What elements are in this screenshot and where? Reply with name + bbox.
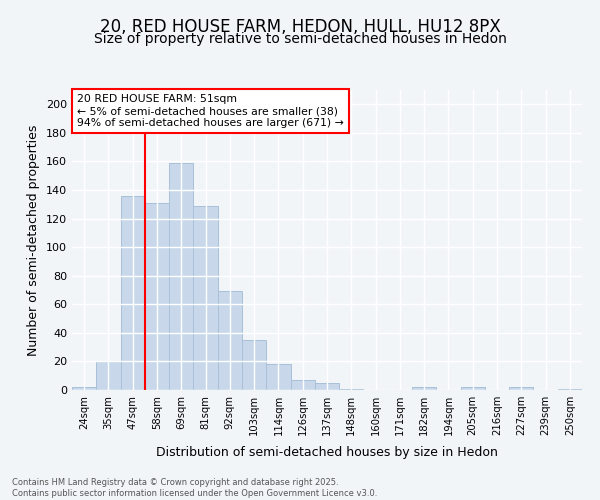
Bar (461, 387, 485, 390)
Text: 20 RED HOUSE FARM: 51sqm
← 5% of semi-detached houses are smaller (38)
94% of se: 20 RED HOUSE FARM: 51sqm ← 5% of semi-de… (77, 94, 344, 128)
Text: Contains HM Land Registry data © Crown copyright and database right 2025.
Contai: Contains HM Land Registry data © Crown c… (12, 478, 377, 498)
Bar (339, 388, 364, 390)
Bar (193, 206, 218, 390)
Text: 20, RED HOUSE FARM, HEDON, HULL, HU12 8PX: 20, RED HOUSE FARM, HEDON, HULL, HU12 8P… (100, 18, 500, 36)
Bar (218, 292, 242, 390)
Bar (509, 387, 533, 390)
X-axis label: Distribution of semi-detached houses by size in Hedon: Distribution of semi-detached houses by … (156, 446, 498, 460)
Bar (145, 203, 169, 390)
Bar (169, 163, 193, 390)
Bar (315, 383, 339, 390)
Text: Size of property relative to semi-detached houses in Hedon: Size of property relative to semi-detach… (94, 32, 506, 46)
Bar (72, 387, 96, 390)
Y-axis label: Number of semi-detached properties: Number of semi-detached properties (28, 124, 40, 356)
Bar (242, 340, 266, 390)
Bar (412, 387, 436, 390)
Bar (121, 196, 145, 390)
Bar (96, 362, 121, 390)
Bar (266, 364, 290, 390)
Bar (558, 388, 582, 390)
Bar (290, 380, 315, 390)
